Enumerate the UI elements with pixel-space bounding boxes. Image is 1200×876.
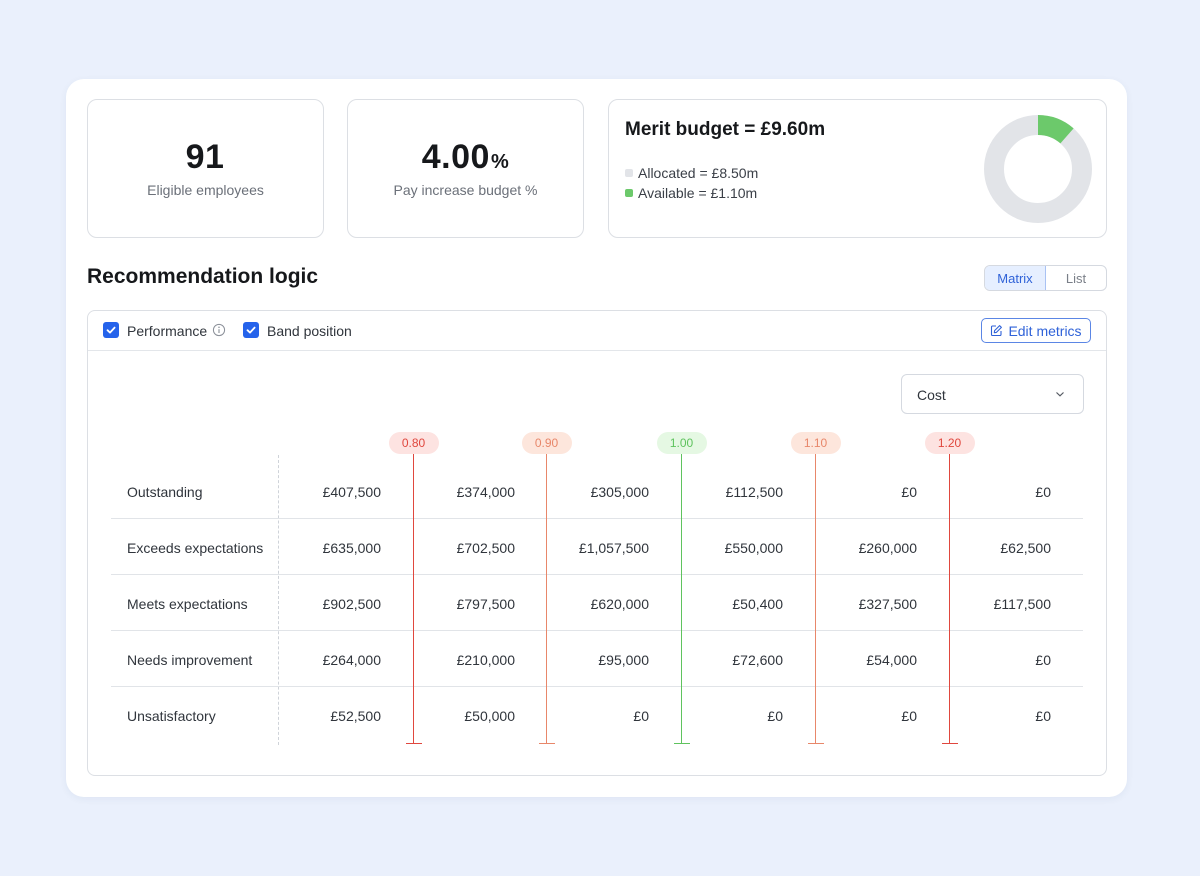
allocated-swatch	[625, 169, 633, 177]
matrix-cell[interactable]: £0	[767, 708, 783, 724]
matrix-row-label: Needs improvement	[127, 652, 253, 668]
available-swatch	[625, 189, 633, 197]
matrix-row-label: Unsatisfactory	[127, 708, 216, 724]
matrix-cell[interactable]: £72,600	[732, 652, 783, 668]
threshold-badge[interactable]: 1.20	[924, 432, 975, 454]
view-toggle-list[interactable]: List	[1065, 270, 1087, 286]
matrix-cell[interactable]: £50,400	[732, 596, 783, 612]
check-icon	[106, 326, 116, 334]
matrix-cell[interactable]: £620,000	[590, 596, 649, 612]
threshold-badge[interactable]: 1.00	[656, 432, 707, 454]
kpi-label: Pay increase budget %	[393, 182, 538, 198]
donut-allocated-ring	[984, 115, 1092, 223]
row-divider	[111, 574, 1083, 575]
row-divider	[111, 518, 1083, 519]
performance-label: Performance	[127, 323, 208, 339]
threshold-line[interactable]	[546, 454, 547, 744]
edit-metrics-label: Edit metrics	[1008, 322, 1082, 339]
allocated-label: Allocated = £8.50m	[638, 165, 759, 181]
legend-available: Available = £1.10m	[625, 185, 757, 201]
metric-select-value: Cost	[917, 387, 946, 403]
threshold-line[interactable]	[413, 454, 414, 744]
kpi-label: Eligible employees	[147, 182, 264, 198]
matrix-cell[interactable]: £550,000	[724, 540, 783, 556]
matrix-grid: Outstanding £407,500 £374,000 £305,000 £112,…	[88, 311, 1108, 777]
band-position-label: Band position	[267, 323, 352, 339]
matrix-row-label: Outstanding	[127, 484, 203, 500]
threshold-line[interactable]	[949, 454, 950, 744]
metric-select[interactable]: Cost	[901, 374, 1084, 414]
recommendation-matrix: Performance Band position Edit metrics C…	[87, 310, 1107, 776]
threshold-line[interactable]	[815, 454, 816, 744]
merit-budget-title: Merit budget = £9.60m	[625, 119, 826, 140]
view-toggle: Matrix List	[984, 265, 1107, 291]
matrix-row-label: Meets expectations	[127, 596, 248, 612]
merit-budget-card: Merit budget = £9.60m Allocated = £8.50m…	[608, 99, 1107, 238]
matrix-cell[interactable]: £62,500	[1000, 540, 1051, 556]
threshold-badge[interactable]: 0.90	[521, 432, 572, 454]
threshold-line[interactable]	[681, 454, 682, 744]
matrix-cell[interactable]: £0	[1035, 708, 1051, 724]
matrix-cell[interactable]: £0	[633, 708, 649, 724]
pay-increase-budget-card: 4.00% Pay increase budget %	[347, 99, 584, 238]
threshold-line-end	[807, 743, 824, 744]
edit-icon	[991, 325, 1003, 337]
matrix-cell[interactable]: £305,000	[590, 484, 649, 500]
kpi-value: 4.00%	[421, 138, 510, 176]
band-position-checkbox[interactable]	[243, 322, 259, 338]
matrix-row-label: Exceeds expectations	[127, 540, 264, 556]
matrix-cell[interactable]: £0	[901, 484, 917, 500]
matrix-cell[interactable]: £95,000	[598, 652, 649, 668]
budget-donut-chart	[984, 115, 1092, 223]
matrix-toolbar: Performance Band position Edit metrics	[88, 311, 1106, 351]
matrix-cell[interactable]: £264,000	[322, 652, 381, 668]
eligible-employees-card: 91 Eligible employees	[87, 99, 324, 238]
matrix-cell[interactable]: £635,000	[322, 540, 381, 556]
threshold-line-end	[538, 743, 555, 744]
threshold-badge[interactable]: 0.80	[388, 432, 439, 454]
chevron-down-icon	[1056, 392, 1064, 397]
matrix-cell[interactable]: £0	[1035, 484, 1051, 500]
matrix-cell[interactable]: £797,500	[456, 596, 515, 612]
matrix-cell[interactable]: £52,500	[330, 708, 381, 724]
edit-metrics-button[interactable]: Edit metrics	[981, 318, 1091, 343]
matrix-cell[interactable]: £327,500	[858, 596, 917, 612]
threshold-line-end	[673, 743, 690, 744]
matrix-cell[interactable]: £54,000	[866, 652, 917, 668]
matrix-cell[interactable]: £0	[1035, 652, 1051, 668]
row-divider	[111, 630, 1083, 631]
threshold-line-end	[941, 743, 958, 744]
row-label-divider	[278, 455, 279, 745]
matrix-cell[interactable]: £407,500	[322, 484, 381, 500]
matrix-cell[interactable]: £112,500	[725, 484, 783, 500]
check-icon	[246, 326, 256, 334]
row-divider	[111, 686, 1083, 687]
matrix-cell[interactable]: £50,000	[464, 708, 515, 724]
threshold-line-end	[405, 743, 422, 744]
dashboard-panel: 91 Eligible employees 4.00% Pay increase…	[66, 79, 1127, 797]
matrix-cell[interactable]: £1,057,500	[578, 540, 649, 556]
view-toggle-matrix[interactable]: Matrix	[985, 266, 1046, 290]
matrix-cell[interactable]: £117,500	[993, 596, 1051, 612]
matrix-cell[interactable]: £0	[901, 708, 917, 724]
matrix-cell[interactable]: £902,500	[322, 596, 381, 612]
legend-allocated: Allocated = £8.50m	[625, 165, 758, 181]
performance-checkbox[interactable]	[103, 322, 119, 338]
threshold-badge[interactable]: 1.10	[790, 432, 841, 454]
matrix-cell[interactable]: £702,500	[456, 540, 515, 556]
matrix-cell[interactable]: £260,000	[858, 540, 917, 556]
kpi-value: 91	[185, 138, 225, 176]
donut-available-arc	[1037, 115, 1074, 144]
info-icon[interactable]	[212, 323, 226, 337]
matrix-cell[interactable]: £374,000	[456, 484, 515, 500]
available-label: Available = £1.10m	[638, 185, 758, 201]
section-title: Recommendation logic	[87, 265, 319, 288]
matrix-cell[interactable]: £210,000	[456, 652, 515, 668]
